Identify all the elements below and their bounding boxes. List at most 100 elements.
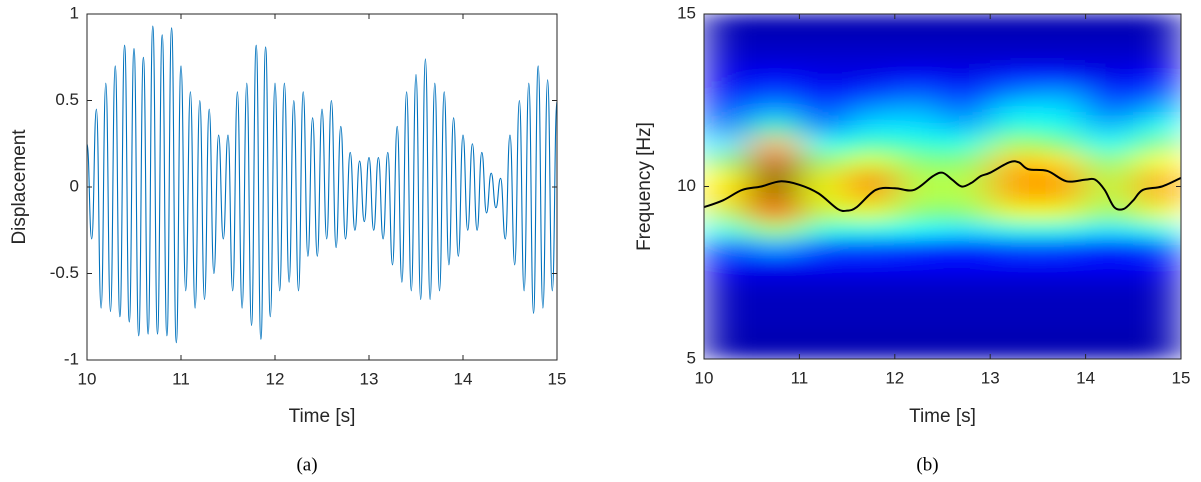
heat-cell [798,134,848,153]
y-tick-label: 0 [70,176,79,195]
heat-cell [751,30,800,49]
x-tick-label: 10 [78,369,97,388]
heat-cell [704,30,753,49]
heat-cell [1132,203,1181,222]
heat-cell [1085,134,1134,153]
heat-cell [894,237,943,256]
subplot: 10 11 12 13 14 15 -1 -0.5 0 0.5 1 Time [s] Displacem… [9,3,566,475]
heat-cell [846,82,896,101]
heat-cell [1085,341,1134,359]
x-axis-label: Time [s] [909,406,976,427]
heat-cell [989,48,1039,67]
heat-cell [751,65,800,84]
heat-cell [846,186,896,205]
heat-cell [894,324,943,343]
heat-cell [1085,82,1134,101]
heat-cell [751,117,800,136]
heat-cell [942,82,991,101]
heat-cell [846,134,896,153]
heat-cell [894,341,943,359]
heat-cell [1037,186,1087,205]
heat-cell [1037,117,1087,136]
heat-cell [846,151,896,170]
heat-cell [704,203,753,222]
heat-cell [846,306,896,325]
heat-cell [942,289,991,308]
heat-cell [989,289,1039,308]
heat-cell [751,48,800,67]
heat-cell [1085,117,1134,136]
heat-cell [798,306,848,325]
heat-cell [798,272,848,291]
heat-cell [846,30,896,49]
heat-cell [798,186,848,205]
x-tick-label: 12 [885,368,904,387]
heat-cell [942,306,991,325]
heat-cell [798,220,848,239]
heat-cell [846,289,896,308]
heat-cell [1132,237,1181,256]
heat-cell [989,203,1039,222]
y-axis-label: Displacement [9,129,30,245]
x-tick-label: 10 [695,368,714,387]
heat-cell [1085,237,1134,256]
heat-cell [942,14,991,32]
heat-cell [751,255,800,274]
heat-cell [894,99,943,118]
heatmap [704,14,1181,359]
heat-cell [846,99,896,118]
heat-cell [1085,324,1134,343]
heat-cell [1085,255,1134,274]
heat-cell [942,324,991,343]
heat-cell [846,14,896,32]
heat-cell [846,168,896,187]
y-tick-label: 5 [687,348,696,367]
heat-cell [1132,168,1181,187]
heat-cell [1085,14,1134,32]
heat-cell [1037,99,1087,118]
heat-cell [989,82,1039,101]
heat-cell [989,168,1039,187]
heat-cell [942,151,991,170]
heat-cell [1132,324,1181,343]
heat-cell [1037,272,1087,291]
axes-frame [86,13,558,361]
heat-cell [1132,99,1181,118]
heat-cell [1132,30,1181,49]
heat-cell [942,237,991,256]
y-tick-label: 10 [677,176,696,195]
heat-cell [989,117,1039,136]
heat-cell [751,306,800,325]
heat-cell [989,99,1039,118]
x-tick-label: 15 [1172,368,1191,387]
heat-cell [798,255,848,274]
heat-cell [1132,82,1181,101]
x-tick-label: 11 [791,368,809,387]
y-tick-label: 1 [70,3,79,22]
heat-cell [1085,99,1134,118]
heat-cell [989,65,1039,84]
heat-cell [1132,65,1181,84]
heat-cell [1085,168,1134,187]
heat-cell [1132,151,1181,170]
y-axis-label: Frequency [Hz] [634,122,655,251]
heat-cell [894,65,943,84]
heat-cell [1132,272,1181,291]
y-tick-label: -0.5 [50,263,79,282]
heat-cell [798,151,848,170]
heat-cell [894,82,943,101]
heat-cell [894,48,943,67]
heat-cell [1085,30,1134,49]
heat-cell [751,272,800,291]
heat-cell [1037,255,1087,274]
heat-cell [942,186,991,205]
heat-cell [894,289,943,308]
heat-cell [1132,117,1181,136]
heat-cell [1037,220,1087,239]
heat-cell [704,151,753,170]
x-tick-label: 11 [172,369,190,388]
heat-cell [846,65,896,84]
heat-cell [751,82,800,101]
